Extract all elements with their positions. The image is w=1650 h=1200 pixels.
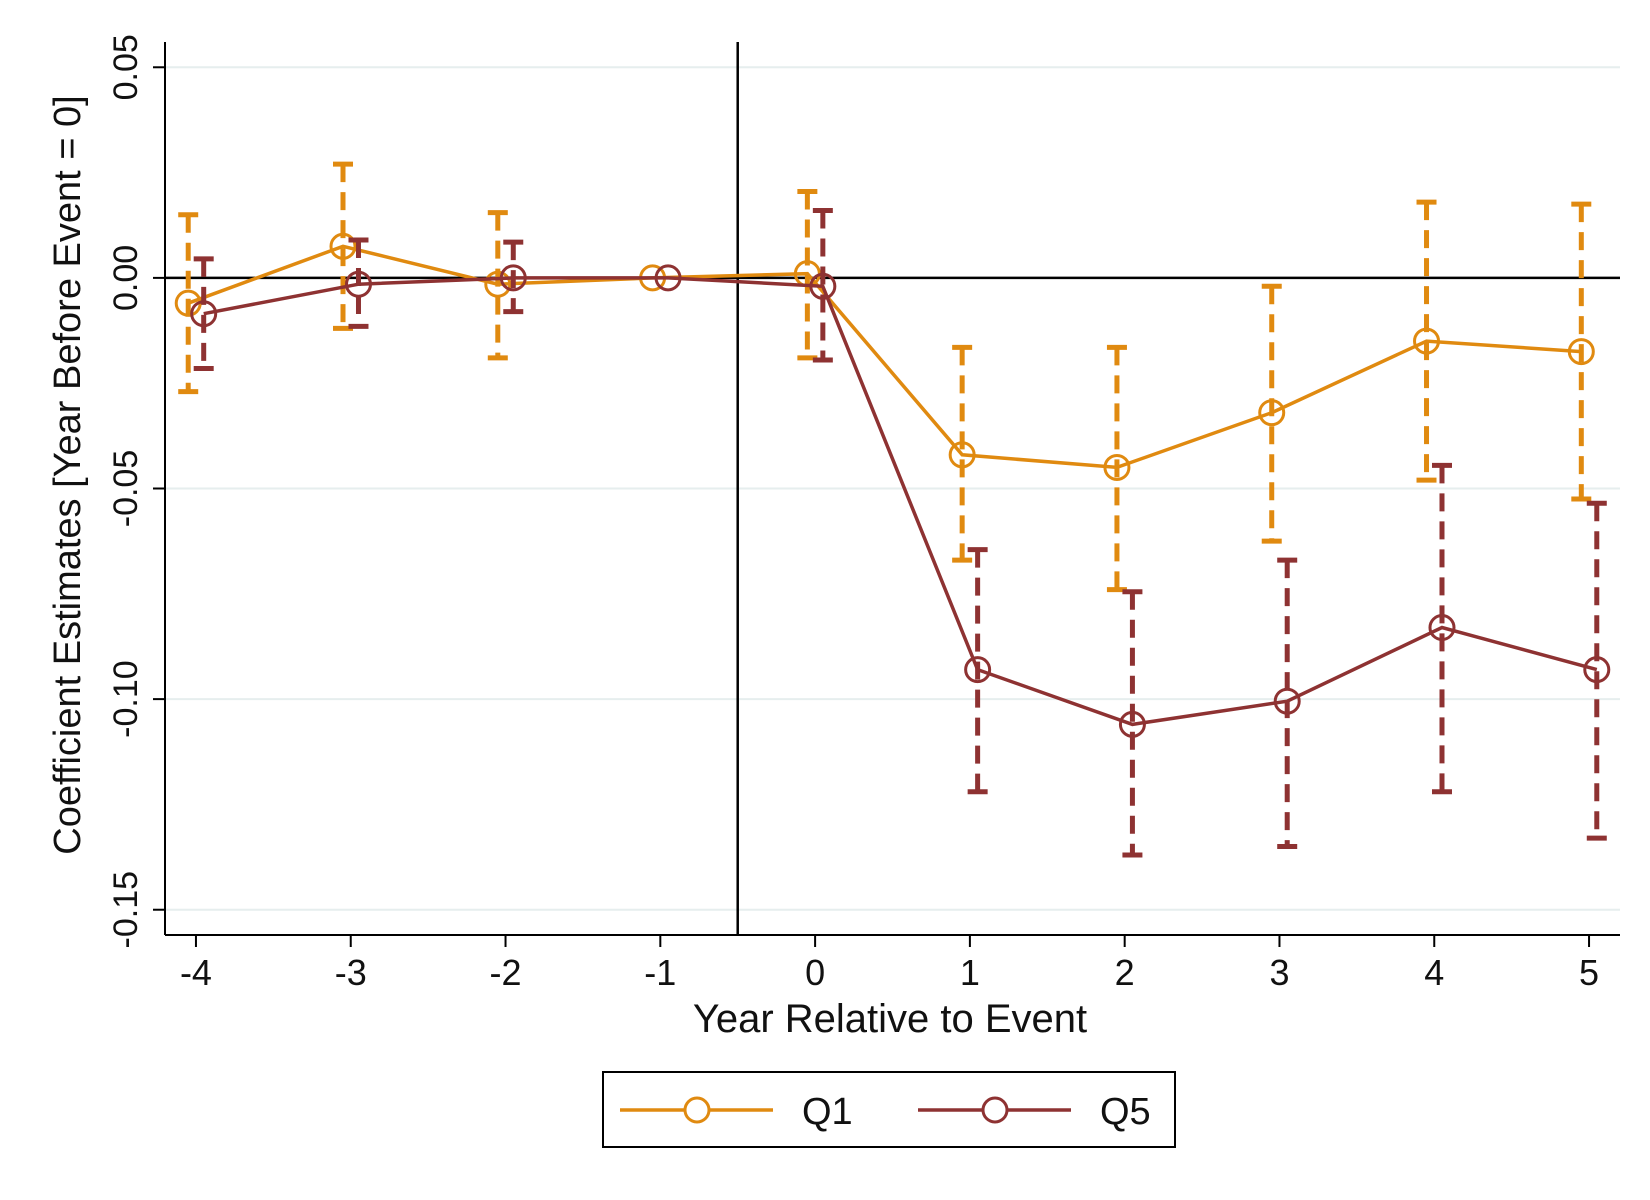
legend-box: [602, 1071, 1176, 1148]
series-q1: [174, 161, 1595, 593]
y-tick-label: 0.05: [107, 34, 145, 100]
legend: Q1 Q5: [602, 1071, 1176, 1148]
legend-label-q5: Q5: [1100, 1091, 1151, 1133]
data-point: [1118, 710, 1146, 738]
data-point: [1273, 687, 1301, 715]
x-tick-label: -4: [180, 952, 212, 993]
axes: 0.05 0.00 -0.05 -0.10 -0.15 -4 -3 -2 -1 0 1 2 3 4 5: [107, 34, 1620, 993]
y-axis-title: Coefficient Estimates [Year Before Event…: [47, 95, 89, 854]
x-tick-label: -3: [335, 952, 367, 993]
data-point: [484, 270, 512, 298]
x-tick-label: 1: [960, 952, 980, 993]
legend-marker-q1: [683, 1096, 711, 1124]
data-point: [344, 270, 372, 298]
data-point: [948, 441, 976, 469]
y-tick-label: -0.15: [107, 871, 145, 949]
x-tick-label: 3: [1269, 952, 1289, 993]
x-tick-label: 0: [805, 952, 825, 993]
x-axis-title: Year Relative to Event: [693, 997, 1087, 1041]
data-point: [809, 272, 837, 300]
x-tick-label: 2: [1115, 952, 1135, 993]
data-point: [1413, 327, 1441, 355]
data-point: [190, 300, 218, 328]
series-line: [203, 276, 1598, 727]
legend-marker-q5: [981, 1096, 1009, 1124]
data-point: [654, 264, 682, 292]
x-tick-label: -1: [644, 952, 676, 993]
series-layer: [174, 161, 1611, 858]
data-point: [1258, 399, 1286, 427]
series-q5: [190, 207, 1611, 858]
y-tick-label: 0.00: [107, 245, 145, 311]
data-point: [1583, 656, 1611, 684]
series-line: [187, 244, 1582, 470]
legend-label-q1: Q1: [802, 1091, 853, 1133]
data-point: [329, 232, 357, 260]
reference-lines: [165, 42, 1620, 935]
data-point: [499, 264, 527, 292]
y-tick-label: -0.05: [107, 450, 145, 528]
data-point: [1567, 338, 1595, 366]
x-tick-label: -2: [490, 952, 522, 993]
data-point: [1103, 453, 1131, 481]
data-point: [964, 656, 992, 684]
x-tick-label: 4: [1424, 952, 1444, 993]
data-point: [1428, 614, 1456, 642]
x-tick-label: 5: [1579, 952, 1599, 993]
y-tick-label: -0.10: [107, 660, 145, 738]
